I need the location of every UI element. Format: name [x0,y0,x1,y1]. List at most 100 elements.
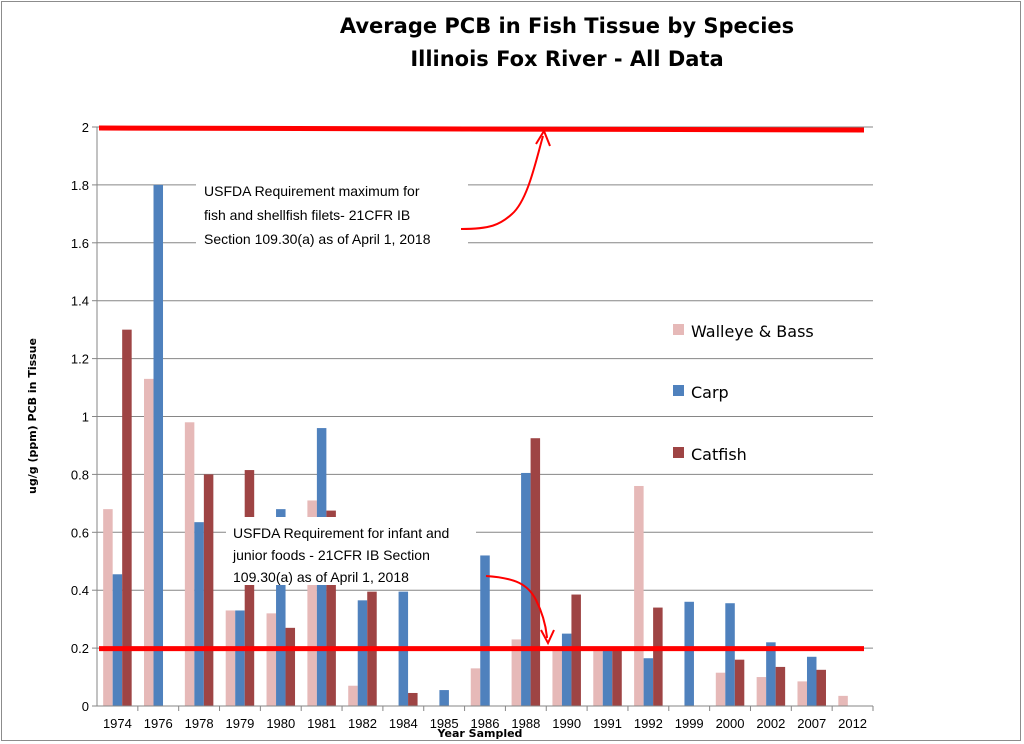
bar [806,656,817,706]
annotation-infant-limit: USFDA Requirement for infant and junior … [226,517,555,646]
bar [634,485,644,706]
bar [285,627,296,706]
x-tick-label: 1981 [307,716,336,731]
annotation-infant-limit-bg [226,517,476,585]
x-tick-label: 2000 [716,716,745,731]
bar [153,184,164,706]
reference-line [98,125,865,133]
bar [816,669,826,706]
annotation-filet-line-3: Section 109.30(a) as of April 1, 2018 [204,231,431,247]
x-tick-label: 1991 [593,716,622,731]
x-tick-label: 1979 [225,716,254,731]
x-tick-label: 1988 [511,716,540,731]
bar [530,438,541,706]
axes [96,127,873,707]
bar [326,510,336,706]
y-tick-label: 1.4 [71,294,89,309]
bar [511,639,522,706]
bar [439,690,449,706]
x-tick-label: 2007 [797,716,826,731]
bar [715,672,726,706]
y-tick-label: 0.4 [71,583,89,598]
bar [307,500,317,706]
bar [235,610,245,706]
bar [194,522,204,706]
y-tick-label: 0.6 [71,525,89,540]
bar [357,600,368,706]
annotation-filet-arrow [460,135,544,230]
bar [653,607,663,706]
legend-swatch [673,385,684,396]
bar [266,613,277,706]
legend-label: Carp [691,383,729,402]
annotation-infant-line-2: junior foods - 21CFR IB Section [232,547,430,563]
bar [766,642,776,706]
x-tick-label: 1990 [552,716,581,731]
annotation-filet-line-1: USFDA Requirement maximum for [204,183,420,199]
y-tick-label: 1.2 [71,352,89,367]
legend-swatch [673,324,684,335]
reference-lines [98,125,865,652]
y-tick-label: 0 [82,699,89,714]
bar [756,677,767,706]
x-tick-label: 1974 [103,716,132,731]
legend-swatch [673,447,684,458]
bar [244,470,255,706]
bar [408,692,418,706]
x-tick-label: 2002 [756,716,785,731]
annotation-filet-limit: USFDA Requirement maximum for fish and s… [196,128,551,247]
chart-title: Average PCB in Fish Tissue by Species [340,14,794,38]
annotation-filet-line-2: fish and shellfish filets- 21CFR IB [204,207,410,223]
x-tick-label: 1982 [348,716,377,731]
annotation-infant-arrow [485,575,548,639]
bar [348,685,358,706]
chart-subtitle: Illinois Fox River - All Data [410,47,723,71]
x-tick-label: 1978 [185,716,214,731]
x-tick-label: 1980 [266,716,295,731]
annotation-filet-arrowhead [535,128,551,147]
bar [643,658,654,706]
y-axis-title: ug/g (ppm) PCB in Tissue [26,338,39,494]
x-tick-label: 1999 [675,716,704,731]
bar [561,633,572,706]
y-tick-label: 2 [82,120,89,135]
bar [122,329,132,706]
y-tick-label: 0.2 [71,641,89,656]
bar [112,574,123,706]
annotation-filet-limit-bg [196,175,468,245]
x-tick-label: 1984 [389,716,418,731]
x-axis-title: Year Sampled [437,727,523,740]
bar [775,666,786,706]
annotation-infant-line-1: USFDA Requirement for infant and [233,525,449,541]
bar [184,422,195,706]
x-tick-label: 1976 [144,716,173,731]
bar [593,648,603,706]
y-tick-label: 0.8 [71,467,89,482]
y-tick-labels: 0 0.2 0.4 0.6 0.8 1 1.2 1.4 1.6 1.8 2 [71,120,89,714]
bar [203,474,214,706]
bar [838,695,848,706]
bar [612,650,622,706]
bar [521,472,531,706]
bar [480,555,490,706]
bar [225,610,236,706]
bar [103,509,113,706]
annotation-infant-arrowhead [540,629,555,646]
bar [470,668,481,706]
bar [276,509,286,706]
x-tick-label: 1992 [634,716,663,731]
legend-label: Walleye & Bass [691,322,814,341]
bar [797,681,807,706]
y-tick-label: 1.8 [71,178,89,193]
legend-label: Catfish [691,445,747,464]
x-tick-label: 1986 [471,716,500,731]
x-tick-label: 1985 [430,716,459,731]
y-tick-label: 1 [82,410,89,425]
bar [602,648,613,706]
bar [734,659,745,706]
y-tick-label: 1.6 [71,236,89,251]
bar [552,648,562,706]
x-tick-labels: 1974 1976 1978 1979 1980 1981 1982 1984 1985 1986… [103,706,874,731]
